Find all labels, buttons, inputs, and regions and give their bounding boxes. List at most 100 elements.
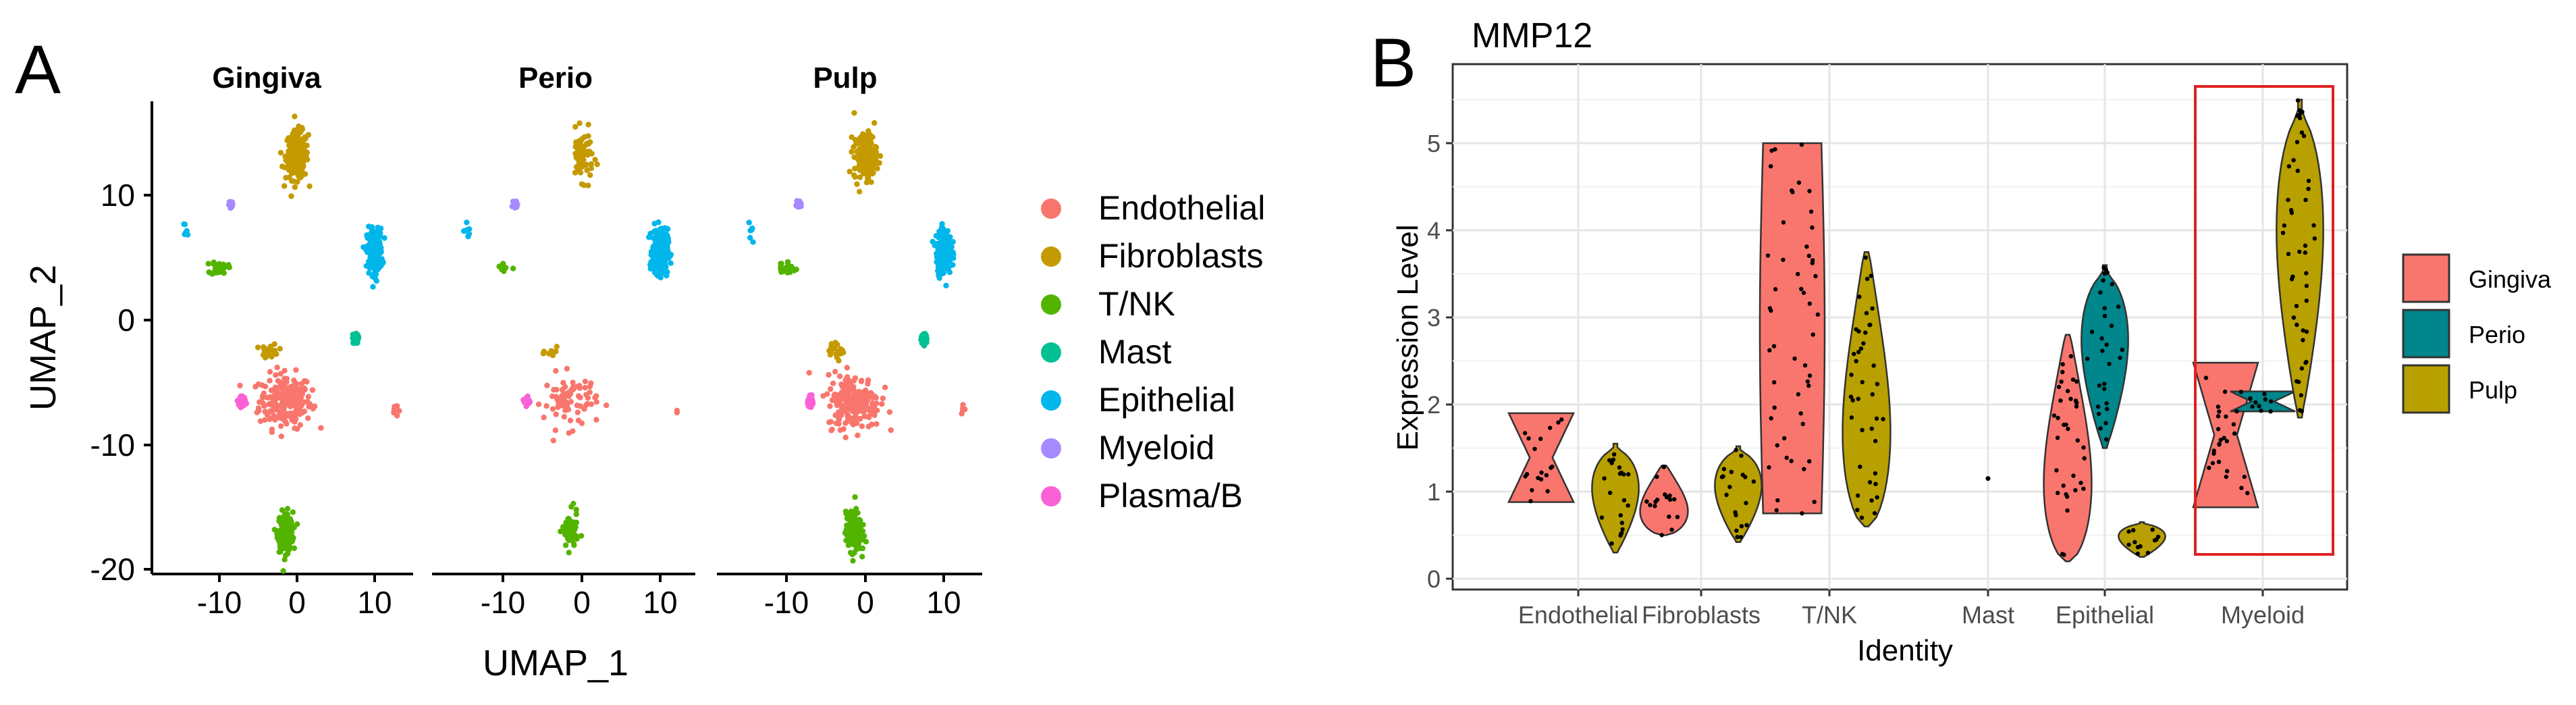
violin-point <box>2297 115 2303 121</box>
umap-point <box>566 521 573 527</box>
umap-point <box>587 172 593 178</box>
violin-point <box>1849 372 1854 377</box>
umap-point <box>296 388 302 395</box>
violin-point <box>2096 411 2101 417</box>
umap-point <box>360 244 367 251</box>
violin-point <box>1869 426 1874 431</box>
violin-point <box>1807 373 1813 378</box>
violin-point <box>1619 521 1624 525</box>
violin-point <box>2286 197 2290 203</box>
violin-point <box>2066 426 2070 432</box>
umap-point <box>842 386 849 392</box>
violin-point <box>2068 396 2073 401</box>
violin-point <box>1769 164 1773 169</box>
umap-point <box>943 282 949 289</box>
umap-point <box>860 409 867 415</box>
violin-point <box>2303 361 2308 365</box>
violin-point <box>2102 271 2107 276</box>
violin-point <box>1873 438 1878 444</box>
umap-point <box>865 128 871 134</box>
umap-point <box>394 413 400 419</box>
umap-point <box>305 415 311 421</box>
violin-point <box>1806 384 1811 388</box>
violin-point <box>2311 223 2316 228</box>
violin-point <box>2104 401 2109 406</box>
umap-point <box>288 157 294 163</box>
umap-point <box>574 146 581 152</box>
umap-point <box>859 377 865 384</box>
violin-ytick-label: 2 <box>1427 391 1441 419</box>
legend-label: Epithelial <box>1098 381 1235 419</box>
umap-point <box>548 348 554 354</box>
umap-point <box>656 256 662 262</box>
umap-point <box>830 380 836 386</box>
violin-point <box>1856 396 1860 401</box>
violin-point <box>2259 409 2263 413</box>
umap-point <box>566 550 572 556</box>
umap-point <box>647 230 653 237</box>
umap-point <box>560 380 566 386</box>
violin-xtick-label: Fibroblasts <box>1642 601 1761 629</box>
umap-point <box>275 377 281 384</box>
umap-point <box>378 226 384 232</box>
legend-key <box>2402 253 2450 303</box>
umap-point <box>580 152 587 159</box>
umap-point <box>845 525 851 531</box>
facet-x-axis-pulp: -10 0 10 <box>717 573 982 620</box>
umap-point <box>857 134 863 141</box>
umap-point <box>593 393 599 399</box>
umap-point <box>272 384 279 390</box>
umap-point <box>806 369 812 376</box>
violin-point <box>2297 249 2302 254</box>
umap-point <box>837 397 844 403</box>
violin-point <box>1675 515 1680 519</box>
umap-point <box>273 351 279 357</box>
umap-point <box>381 235 387 241</box>
violin-ytick-label: 3 <box>1427 304 1441 332</box>
umap-point <box>650 244 656 251</box>
umap-point <box>847 168 853 175</box>
umap-point <box>268 415 274 421</box>
violin-dots <box>1522 98 2317 557</box>
legend-label: Endothelial <box>1098 189 1265 227</box>
violin-point <box>2299 366 2304 371</box>
umap-point <box>260 400 266 407</box>
umap-point <box>861 170 868 177</box>
umap-point <box>580 157 586 163</box>
violin-tnk-gingiva <box>1759 142 1826 515</box>
violin-point <box>2056 384 2062 390</box>
umap-point <box>574 409 581 415</box>
umap-point <box>873 159 879 165</box>
umap-point <box>294 426 300 432</box>
violin-xtick-label: Epithelial <box>2056 601 2154 629</box>
umap-point <box>312 403 318 409</box>
violin-point <box>2055 436 2060 440</box>
violin-point <box>1769 416 1773 421</box>
violin-point <box>1864 276 1870 282</box>
violin-point <box>1807 188 1812 194</box>
violin-point <box>2098 426 2103 431</box>
violin-ytick-label: 4 <box>1427 217 1441 244</box>
violin-point <box>2294 304 2299 309</box>
violin-point <box>1607 490 1613 495</box>
umap-point <box>281 517 287 523</box>
umap-point <box>378 244 384 251</box>
violin-point <box>1799 142 1804 147</box>
violin-point <box>2060 369 2065 375</box>
umap-point <box>277 346 283 352</box>
violin-point <box>1733 510 1738 515</box>
violin-point <box>2059 380 2064 384</box>
violin-point <box>1724 492 1729 497</box>
umap-point <box>522 398 529 405</box>
violin-point <box>1751 479 1756 484</box>
umap-point <box>835 409 842 415</box>
umap-point <box>275 390 281 396</box>
legend-label: Myeloid <box>1098 429 1214 467</box>
violin-point <box>1867 480 1873 485</box>
umap-point <box>863 136 869 142</box>
umap-point <box>593 417 599 423</box>
umap-point <box>277 150 284 156</box>
umap-point <box>277 371 284 377</box>
violin-point <box>1734 448 1738 452</box>
umap-point <box>561 414 567 420</box>
